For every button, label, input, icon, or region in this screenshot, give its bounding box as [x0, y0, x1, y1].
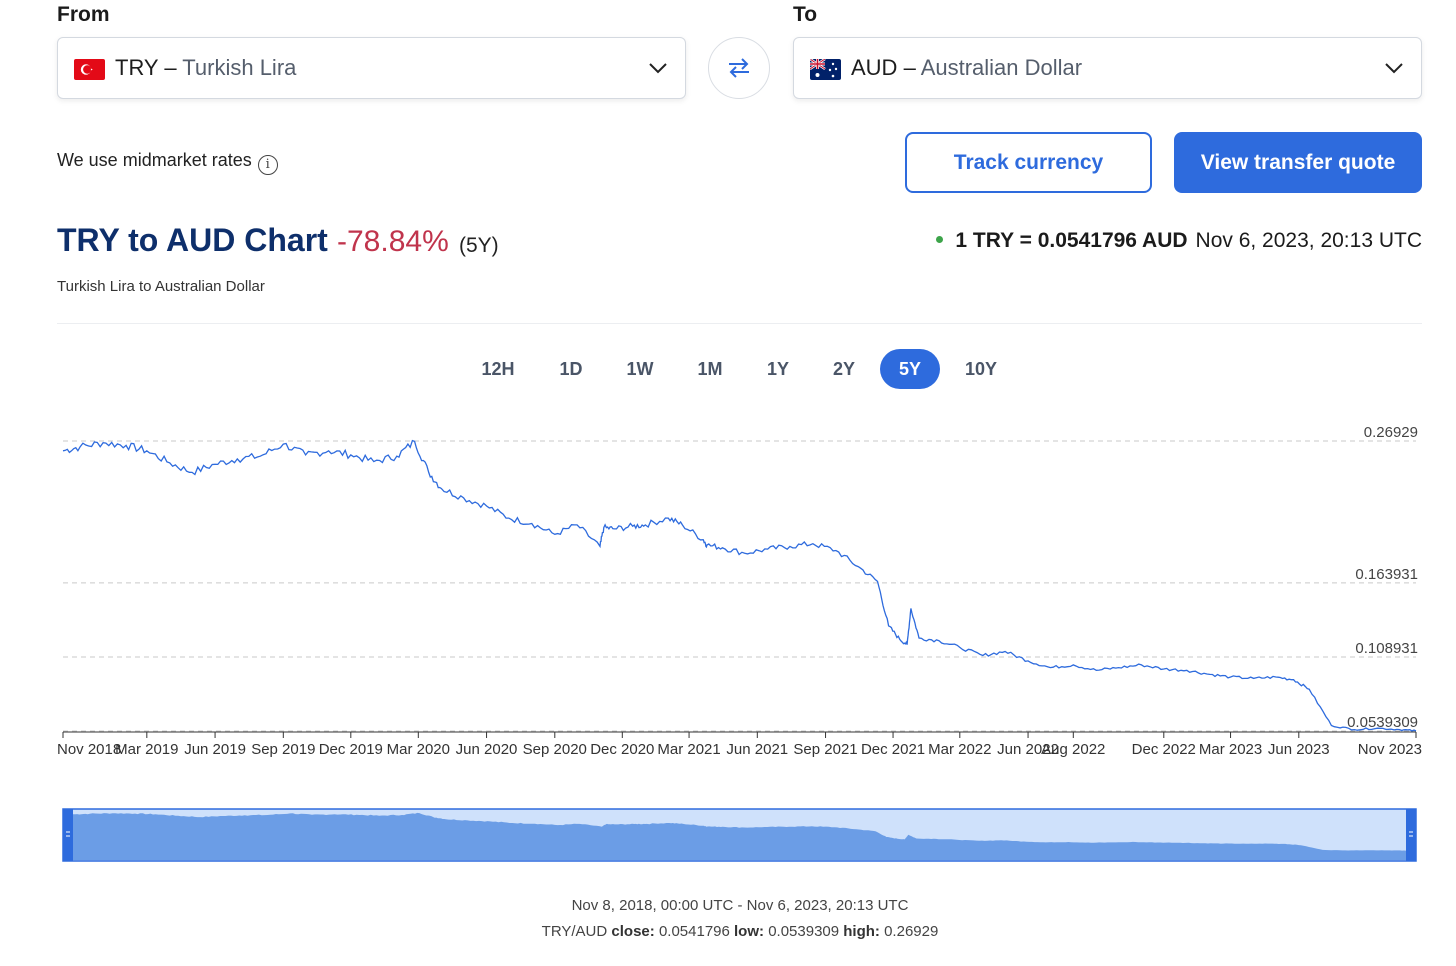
low-label: low: [734, 923, 765, 940]
current-rate: 1 TRY = 0.0541796 AUD Nov 6, 2023, 20:13 … [936, 229, 1422, 253]
grip-icon [66, 831, 70, 837]
live-dot-icon [936, 236, 944, 243]
high-value: 0.26929 [884, 923, 939, 940]
grip-icon [1409, 831, 1413, 837]
x-tick-label: Dec 2019 [319, 741, 383, 758]
y-tick-label: 0.163931 [1355, 566, 1418, 583]
to-code: AUD [851, 55, 898, 80]
x-tick-label: Mar 2020 [387, 741, 450, 758]
rate-chart[interactable]: 0.26929 0.163931 0.108931 0.0539309 Nov 201… [0, 400, 1456, 870]
x-tick-label: Jun 2022 [997, 741, 1059, 758]
to-label: To [793, 3, 818, 26]
tab-12h[interactable]: 12H [481, 359, 515, 379]
rate-timestamp: Nov 6, 2023, 20:13 UTC [1195, 229, 1422, 252]
x-tick-label: Aug 2022 [1041, 741, 1105, 758]
x-tick-label: Jun 2020 [456, 741, 518, 758]
x-tick-label: Dec 2020 [590, 741, 654, 758]
chart-navigator [62, 808, 1417, 862]
australia-flag-icon [810, 59, 841, 80]
swap-arrows-icon [729, 58, 749, 78]
to-name: Australian Dollar [920, 55, 1083, 80]
rate-line [62, 439, 1417, 732]
track-currency-button[interactable]: Track currency [905, 132, 1152, 193]
turkey-flag-icon [74, 59, 105, 80]
chart-stats: TRY/AUD close: 0.0541796 low: 0.0539309 … [0, 923, 1456, 940]
tab-1m[interactable]: 1M [697, 359, 723, 379]
x-tick-label: Jun 2023 [1268, 741, 1330, 758]
x-tick-label: Jun 2019 [184, 741, 246, 758]
navigator-handle-left [63, 809, 73, 861]
tab-1d[interactable]: 1D [559, 359, 583, 379]
low-value: 0.0539309 [768, 923, 840, 940]
y-tick-label: 0.26929 [1364, 424, 1418, 441]
chart-subtitle: Turkish Lira to Australian Dollar [57, 278, 265, 295]
x-tick-label: Mar 2022 [928, 741, 991, 758]
from-currency-select[interactable]: TRY – Turkish Lira [57, 37, 686, 99]
divider [57, 323, 1422, 324]
midmarket-text: We use midmarket rates [57, 150, 252, 170]
tab-10y[interactable]: 10Y [964, 359, 998, 379]
rate-value: 1 TRY = 0.0541796 AUD [955, 229, 1188, 252]
info-icon[interactable]: i [257, 155, 278, 175]
x-tick-label: Sep 2020 [523, 741, 587, 758]
chevron-down-icon [1385, 63, 1403, 74]
x-tick-label: Sep 2019 [251, 741, 315, 758]
x-tick-label: Nov 2018 [57, 741, 121, 758]
navigator-area [73, 812, 1406, 860]
high-label: high: [843, 923, 880, 940]
tab-5y[interactable]: 5Y [880, 349, 940, 389]
midmarket-note: We use midmarket rates i [57, 150, 278, 175]
close-value: 0.0541796 [658, 923, 730, 940]
x-tick-label: Mar 2021 [657, 741, 720, 758]
change-period: (5Y) [459, 234, 499, 257]
x-tick-label: Dec 2022 [1132, 741, 1196, 758]
tab-1w[interactable]: 1W [626, 359, 654, 379]
x-tick-label: Jun 2021 [726, 741, 788, 758]
view-transfer-quote-button[interactable]: View transfer quote [1174, 132, 1422, 193]
x-tick-label: Sep 2021 [793, 741, 857, 758]
x-tick-label: Nov 2023 [1358, 741, 1422, 758]
change-percent: -78.84% [337, 225, 449, 258]
swap-currencies-button[interactable] [708, 37, 770, 99]
chart-range-text: Nov 8, 2018, 00:00 UTC - Nov 6, 2023, 20… [571, 897, 909, 914]
x-tick-label: Mar 2023 [1199, 741, 1262, 758]
y-tick-label: 0.108931 [1355, 640, 1418, 657]
pair-label: TRY/AUD [541, 923, 608, 940]
tab-1y[interactable]: 1Y [766, 359, 790, 379]
x-tick-label: Dec 2021 [861, 741, 925, 758]
to-currency-select[interactable]: AUD – Australian Dollar [793, 37, 1422, 99]
from-label: From [57, 3, 110, 26]
from-name: Turkish Lira [182, 55, 297, 80]
chevron-down-icon [649, 63, 667, 74]
close-label: close: [611, 923, 655, 940]
x-tick-label: Mar 2019 [115, 741, 178, 758]
y-tick-label: 0.0539309 [1347, 714, 1418, 731]
tab-2y[interactable]: 2Y [832, 359, 856, 379]
navigator-handle-right [1406, 809, 1416, 861]
chart-title: TRY to AUD Chart [57, 222, 328, 258]
from-code: TRY [115, 55, 159, 80]
